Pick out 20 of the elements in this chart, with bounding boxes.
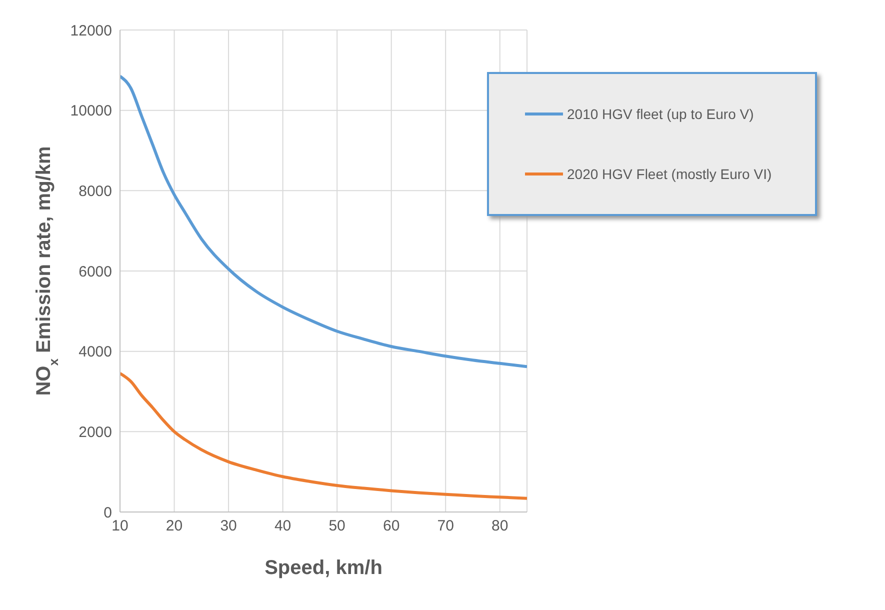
x-tick-label: 70 bbox=[437, 518, 454, 535]
y-tick-label: 4000 bbox=[78, 344, 112, 361]
x-axis-title: Speed, km/h bbox=[264, 557, 382, 579]
line-series bbox=[120, 372, 527, 500]
x-tick-label: 80 bbox=[492, 518, 508, 535]
x-tick-label: 50 bbox=[328, 518, 346, 535]
y-tick-label: 6000 bbox=[78, 263, 112, 280]
y-tick-label: 8000 bbox=[78, 182, 112, 200]
x-tick-label: 10 bbox=[112, 518, 128, 535]
y-tick-label: 12000 bbox=[70, 22, 112, 40]
y-tick-label: 10000 bbox=[70, 102, 112, 120]
legend-label: 2020 HGV Fleet (mostly Euro VI) bbox=[566, 165, 773, 184]
y-tick-label: 0 bbox=[104, 504, 112, 522]
x-tick-label: 30 bbox=[220, 518, 237, 535]
x-tick-label: 40 bbox=[274, 518, 292, 535]
line-series bbox=[120, 74, 527, 368]
y-tick-label: 2000 bbox=[78, 424, 112, 441]
x-tick-label: 60 bbox=[382, 518, 400, 535]
legend-label: 2010 HGV fleet (up to Euro V) bbox=[566, 105, 755, 124]
x-tick-label: 20 bbox=[166, 518, 183, 535]
